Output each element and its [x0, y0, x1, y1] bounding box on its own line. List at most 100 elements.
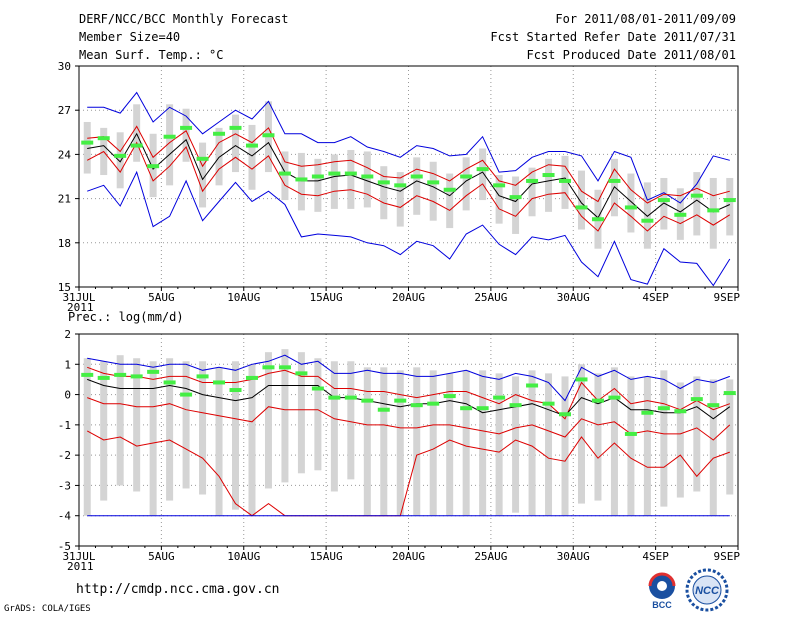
- spread-box: [314, 158, 322, 212]
- observation-marker: [229, 388, 242, 393]
- spread-box: [726, 379, 734, 495]
- y-tick-label: -3: [58, 479, 71, 492]
- plot-frame: [78, 65, 739, 288]
- spread-box: [577, 170, 585, 230]
- observation-marker: [559, 178, 572, 183]
- grads-credit: GrADS: COLA/IGES: [4, 604, 91, 614]
- spread-box: [380, 166, 388, 220]
- series-line-lower: [87, 397, 731, 441]
- observation-marker: [229, 125, 242, 130]
- spread-box: [643, 376, 651, 516]
- forecast-period: For 2011/08/01-2011/09/09: [555, 12, 736, 26]
- spread-box: [429, 161, 437, 221]
- observation-marker: [81, 140, 94, 145]
- observation-marker: [575, 205, 588, 210]
- x-tick-label: 5AUG: [148, 291, 175, 304]
- spread-box: [166, 358, 174, 501]
- observation-marker: [130, 143, 143, 148]
- observation-marker: [707, 403, 720, 408]
- observation-marker: [723, 198, 736, 203]
- spread-box: [479, 148, 487, 201]
- spread-box: [83, 121, 91, 174]
- observation-marker: [674, 212, 687, 217]
- spread-box: [314, 358, 322, 471]
- observation-marker: [130, 374, 143, 379]
- y-tick-label: 30: [58, 60, 71, 73]
- spread-box: [643, 182, 651, 249]
- spread-box: [512, 376, 520, 513]
- fcst-started-date: Fcst Started Refer Date 2011/07/31: [490, 30, 736, 44]
- spread-box: [116, 132, 124, 189]
- observation-marker: [657, 198, 670, 203]
- observation-marker: [180, 392, 193, 397]
- series-line-max: [87, 91, 730, 204]
- y-tick-label: 2: [64, 328, 71, 341]
- y-tick-label: 27: [58, 104, 71, 117]
- series-line-max: [87, 354, 730, 402]
- observation-marker: [344, 171, 357, 176]
- observation-marker: [509, 195, 522, 200]
- series-line-min: [86, 430, 730, 517]
- chart-title: DERF/NCC/BCC Monthly Forecast: [79, 12, 289, 26]
- observation-marker: [114, 153, 127, 158]
- spread-box: [133, 358, 141, 492]
- bcc-logo-arc: [648, 572, 676, 587]
- observation-marker: [559, 412, 572, 417]
- observation-marker: [526, 178, 539, 183]
- spread-box: [528, 167, 536, 217]
- observation-marker: [723, 391, 736, 396]
- observation-marker: [361, 398, 374, 403]
- spread-box: [182, 108, 190, 162]
- spread-box: [83, 358, 91, 516]
- y-tick-label: -5: [58, 540, 71, 553]
- y-tick-label: 0: [64, 389, 71, 402]
- observation-marker: [147, 369, 160, 374]
- spread-box: [693, 376, 701, 492]
- spread-box: [660, 370, 668, 507]
- x-tick-label: 15AUG: [310, 291, 343, 304]
- ncc-logo-text: NCC: [695, 585, 720, 597]
- y-tick-label: 18: [58, 237, 71, 250]
- x-tick-label: 9SEP: [714, 291, 741, 304]
- spread-box: [577, 364, 585, 504]
- spread-box: [363, 367, 371, 516]
- observation-marker: [509, 403, 522, 408]
- observation-marker: [262, 133, 275, 138]
- spread-box: [264, 352, 272, 489]
- observation-marker: [81, 372, 94, 377]
- observation-marker: [147, 164, 160, 169]
- spread-box: [610, 367, 618, 516]
- fcst-produced-date: Fcst Produced Date 2011/08/01: [526, 48, 736, 62]
- observation-marker: [278, 365, 291, 370]
- observation-marker: [575, 377, 588, 382]
- spread-box: [545, 158, 553, 212]
- observation-marker: [114, 372, 127, 377]
- member-size-label: Member Size=40: [79, 30, 181, 44]
- spread-box: [709, 177, 717, 249]
- series-line-min: [87, 170, 731, 287]
- spread-box: [100, 361, 108, 501]
- x-year-label: 2011: [67, 560, 94, 573]
- spread-box: [660, 177, 668, 230]
- observation-marker: [295, 177, 308, 182]
- spread-box: [396, 172, 404, 227]
- observation-marker: [542, 173, 555, 178]
- observation-marker: [542, 401, 555, 406]
- y-tick-label: 24: [58, 148, 72, 161]
- spread-box: [248, 124, 256, 190]
- spread-box: [380, 367, 388, 516]
- x-tick-label: 30AUG: [557, 550, 590, 563]
- observation-marker: [690, 193, 703, 198]
- observation-marker: [608, 178, 621, 183]
- y-tick-label: -1: [58, 419, 71, 432]
- x-tick-label: 10AUG: [227, 291, 260, 304]
- precip-panel-title: Prec.: log(mm/d): [68, 310, 184, 324]
- x-tick-label: 15AUG: [310, 550, 343, 563]
- spread-box: [413, 157, 421, 215]
- bcc-logo-text: BCC: [652, 600, 672, 610]
- observation-marker: [707, 208, 720, 213]
- spread-box: [413, 367, 421, 516]
- spread-box: [396, 370, 404, 516]
- observation-marker: [213, 131, 226, 136]
